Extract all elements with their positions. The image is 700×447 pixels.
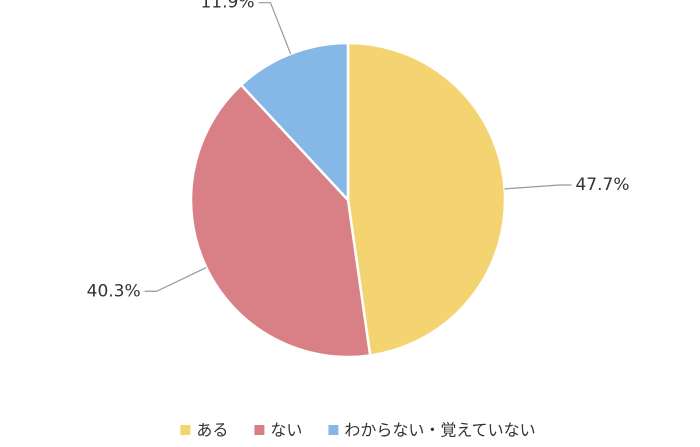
data-label: 40.3% [87, 281, 141, 301]
legend-label: ある [196, 421, 228, 440]
legend-label: わからない・覚えていない [344, 421, 535, 440]
legend-swatch [180, 425, 191, 435]
legend: ある ない わからない・覚えていない [180, 421, 536, 440]
data-label: 11.9% [200, 0, 254, 13]
leader-line [504, 184, 572, 190]
pie-slice [189, 83, 372, 359]
legend-swatch [254, 425, 265, 435]
legend-swatch [328, 425, 339, 435]
pie-slice [346, 41, 507, 357]
leader-line [144, 267, 207, 292]
data-label: 47.7% [575, 175, 629, 195]
leader-line [258, 2, 292, 55]
legend-label: ない [270, 421, 302, 440]
